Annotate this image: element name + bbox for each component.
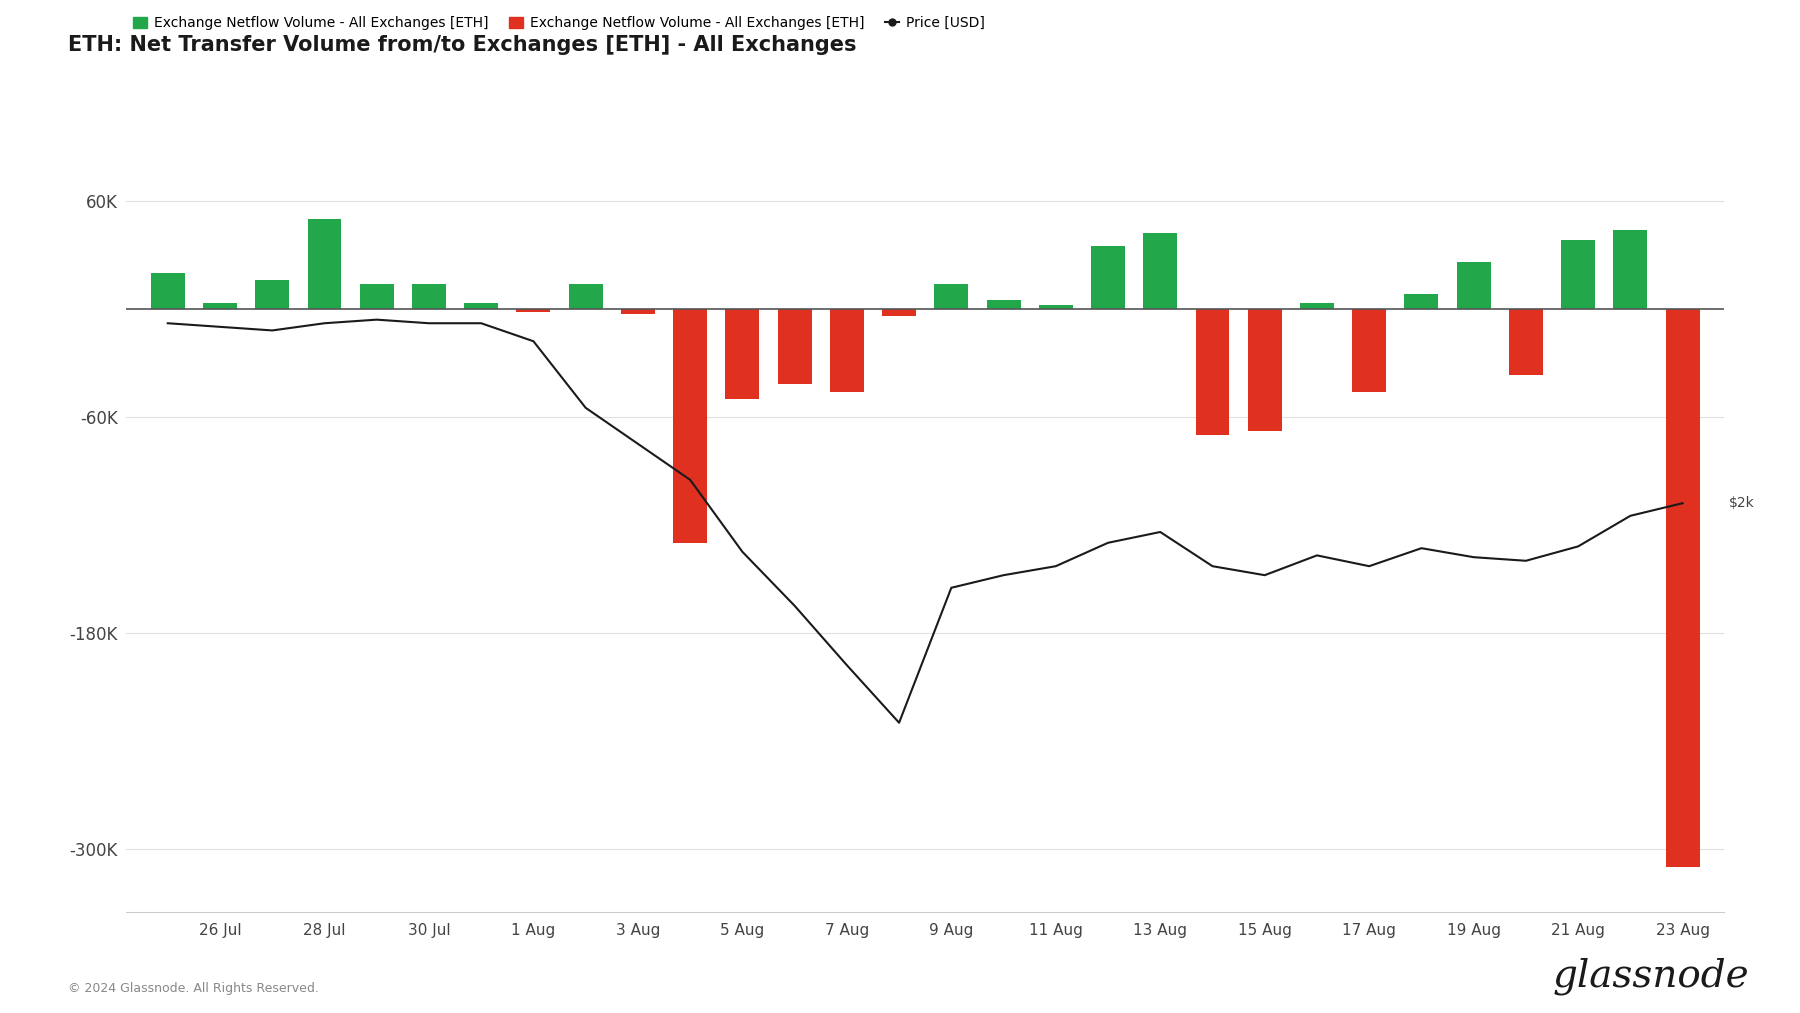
Legend: Exchange Netflow Volume - All Exchanges [ETH], Exchange Netflow Volume - All Exc: Exchange Netflow Volume - All Exchanges … (133, 16, 985, 30)
Bar (517, 309, 551, 312)
Bar (830, 309, 864, 392)
Bar (151, 272, 185, 309)
Bar (1195, 309, 1229, 435)
Bar (1143, 233, 1177, 309)
Bar (1300, 304, 1334, 309)
Bar (464, 304, 499, 309)
Bar (1456, 262, 1490, 309)
Bar (1352, 309, 1386, 392)
Bar (203, 304, 238, 309)
Bar (1039, 305, 1073, 309)
Bar (882, 309, 916, 316)
Text: glassnode: glassnode (1553, 957, 1750, 995)
Text: ETH: Net Transfer Volume from/to Exchanges [ETH] - All Exchanges: ETH: Net Transfer Volume from/to Exchang… (68, 35, 857, 56)
Bar (934, 284, 968, 309)
Bar (986, 300, 1021, 309)
Bar (778, 309, 812, 384)
Bar (1508, 309, 1543, 376)
Text: © 2024 Glassnode. All Rights Reserved.: © 2024 Glassnode. All Rights Reserved. (68, 982, 319, 995)
Bar (1665, 309, 1699, 867)
Bar (569, 284, 603, 309)
Bar (360, 284, 394, 309)
Bar (621, 309, 655, 314)
Bar (1247, 309, 1282, 432)
Bar (1561, 240, 1595, 309)
Bar (1091, 246, 1125, 309)
Bar (412, 284, 446, 309)
Bar (256, 280, 290, 309)
Bar (725, 309, 760, 399)
Bar (1613, 230, 1647, 309)
Text: $2k: $2k (1730, 496, 1755, 511)
Bar (673, 309, 707, 543)
Bar (1404, 295, 1438, 309)
Bar (308, 219, 342, 309)
